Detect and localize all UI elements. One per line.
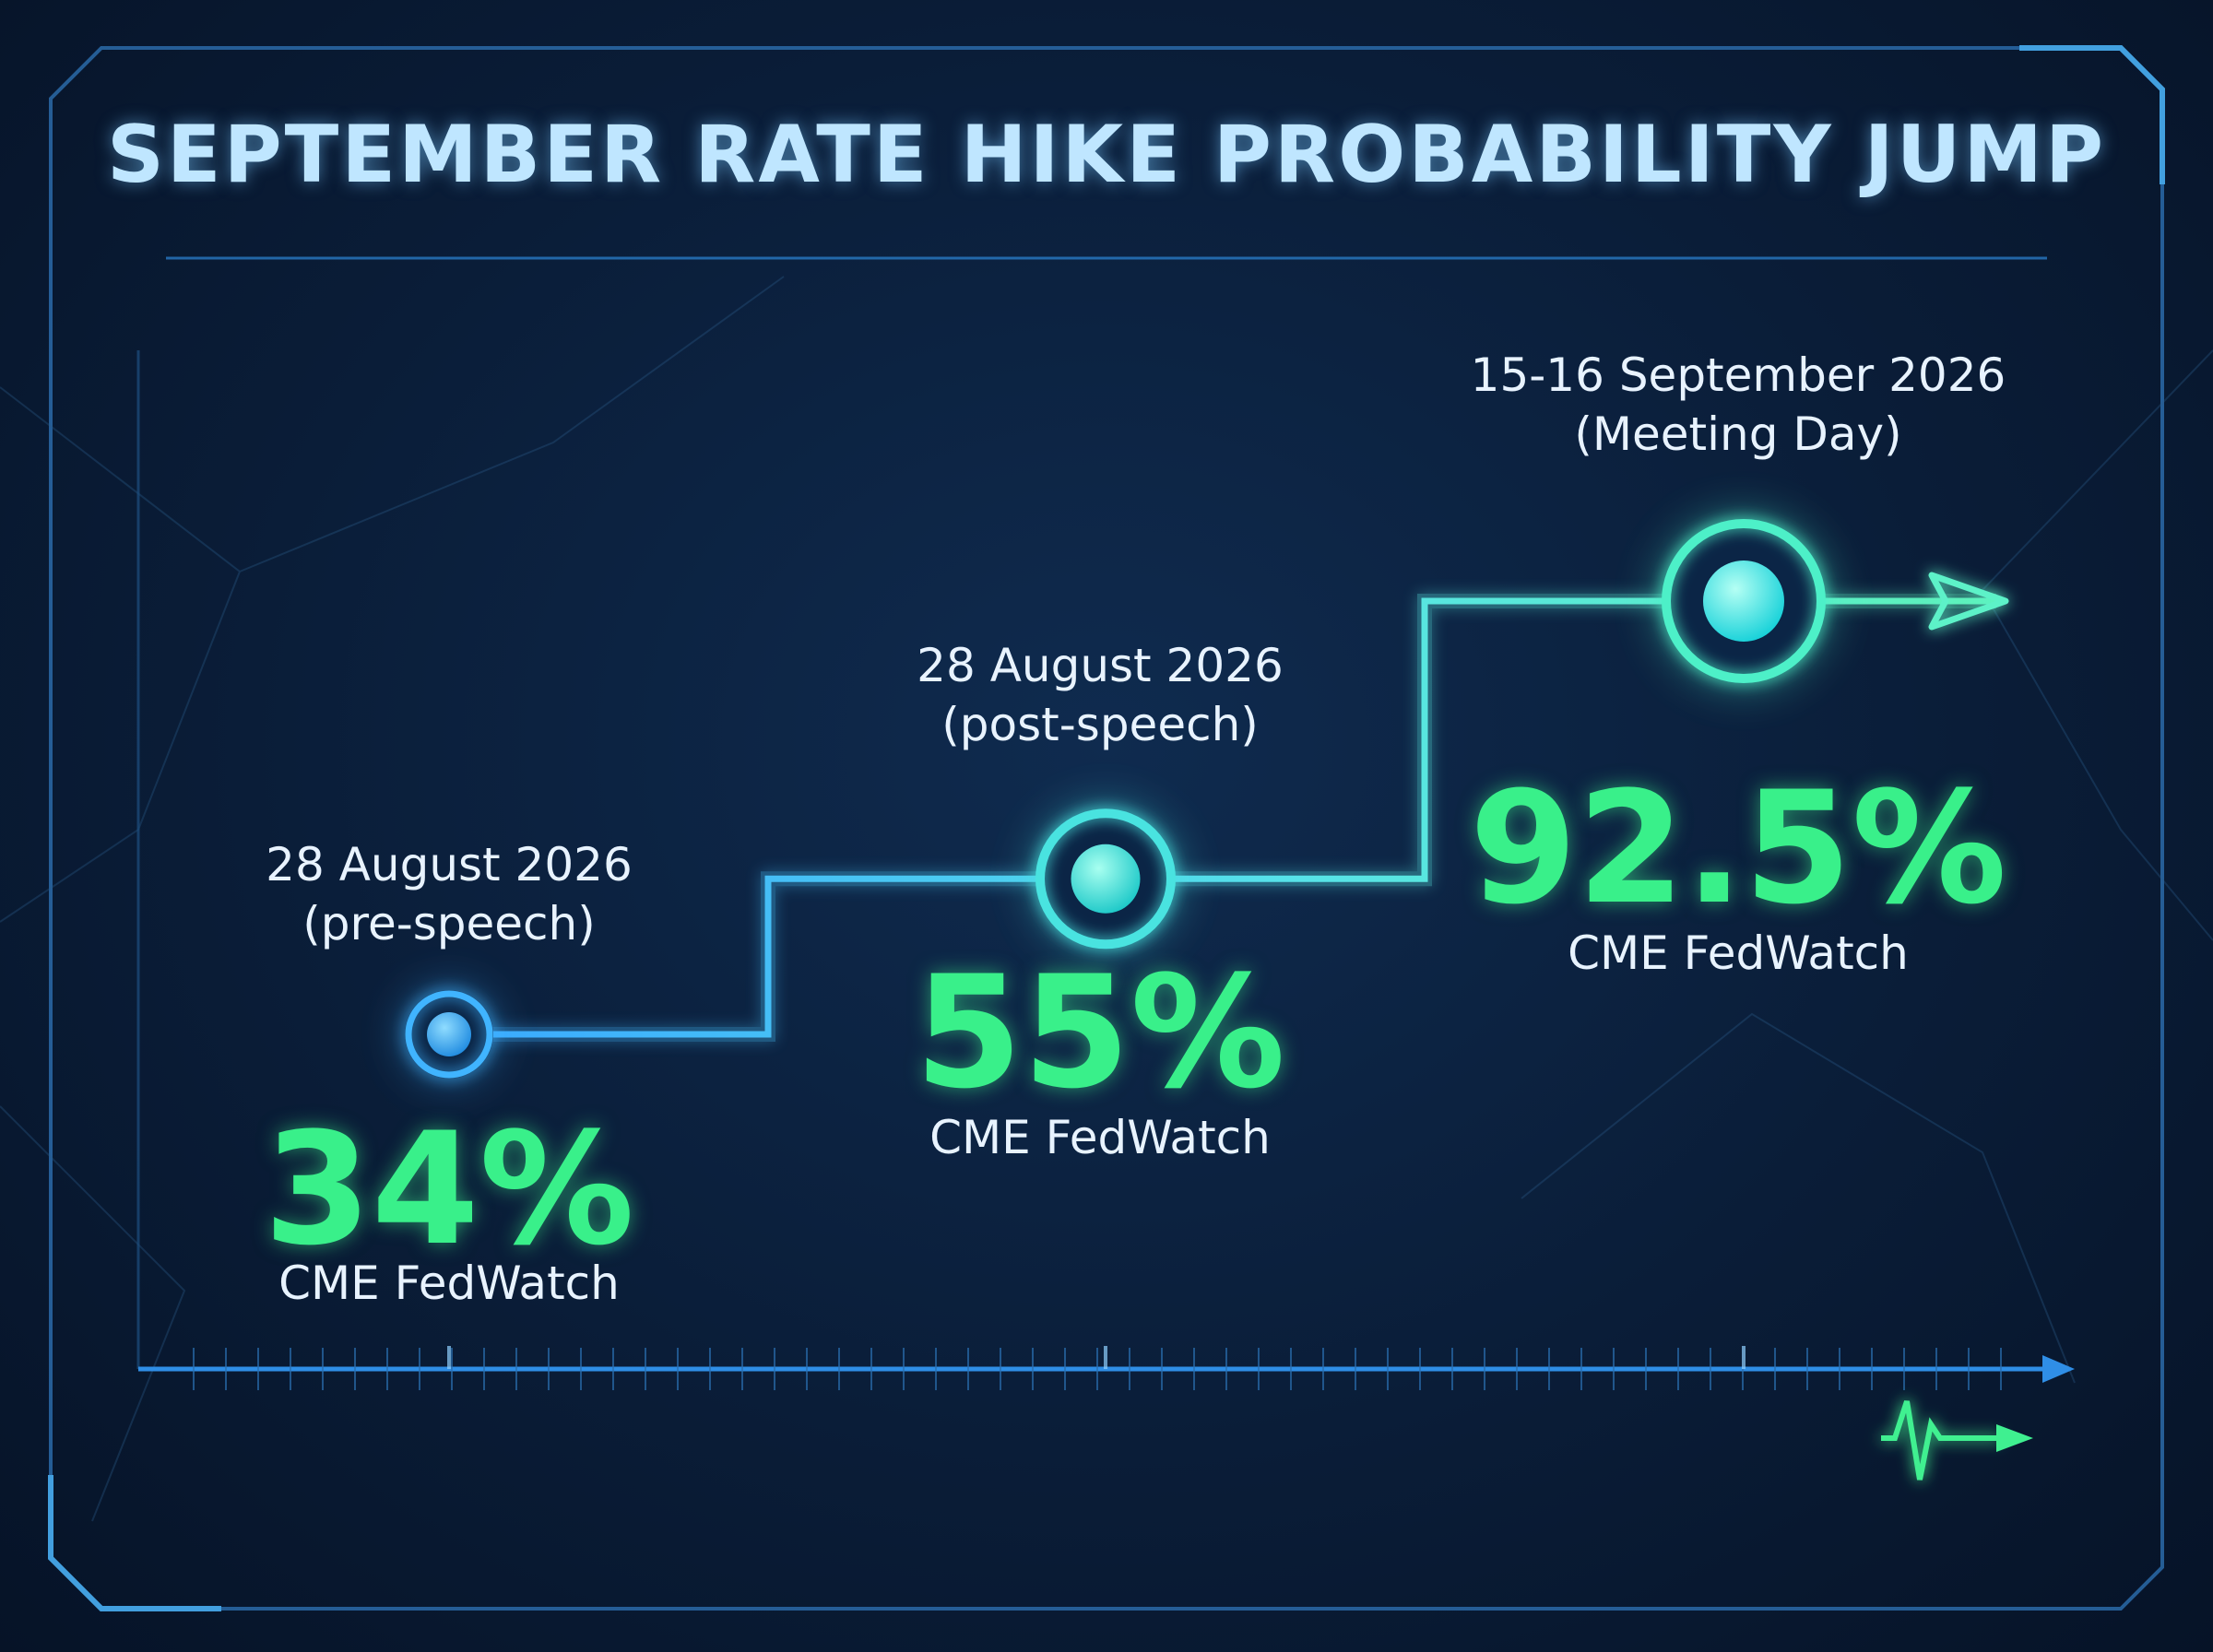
series-arrowhead — [1928, 572, 2009, 631]
point-source-label: CME FedWatch — [929, 1111, 1271, 1164]
point-date-label: 15-16 September 2026 — [1470, 348, 2006, 402]
point-note-label: (Meeting Day) — [1574, 407, 1902, 461]
point-note-label: (post-speech) — [941, 698, 1259, 751]
point-source-label: CME FedWatch — [278, 1257, 620, 1310]
axis-minor-ticks — [193, 1346, 2002, 1390]
point-date-label: 28 August 2026 — [917, 639, 1284, 692]
point-note-label: (pre-speech) — [302, 897, 596, 950]
point-value-label: 92.5% — [1469, 758, 2007, 938]
data-point-marker — [1029, 802, 1182, 955]
x-axis — [138, 1346, 2075, 1390]
data-point-marker — [1654, 512, 1833, 690]
point-date-label: 28 August 2026 — [266, 838, 633, 891]
point-value-label: 55% — [914, 942, 1286, 1123]
points-layer — [400, 512, 1833, 1083]
background-network — [0, 276, 2213, 1522]
data-point-marker — [400, 985, 498, 1083]
chart-title: SEPTEMBER RATE HIKE PROBABILITY JUMP — [106, 109, 2107, 201]
point-source-label: CME FedWatch — [1568, 926, 1909, 980]
bottom-timeline — [138, 1400, 2033, 1481]
hud-frame — [48, 45, 2165, 1611]
point-value-label: 34% — [263, 1099, 635, 1280]
